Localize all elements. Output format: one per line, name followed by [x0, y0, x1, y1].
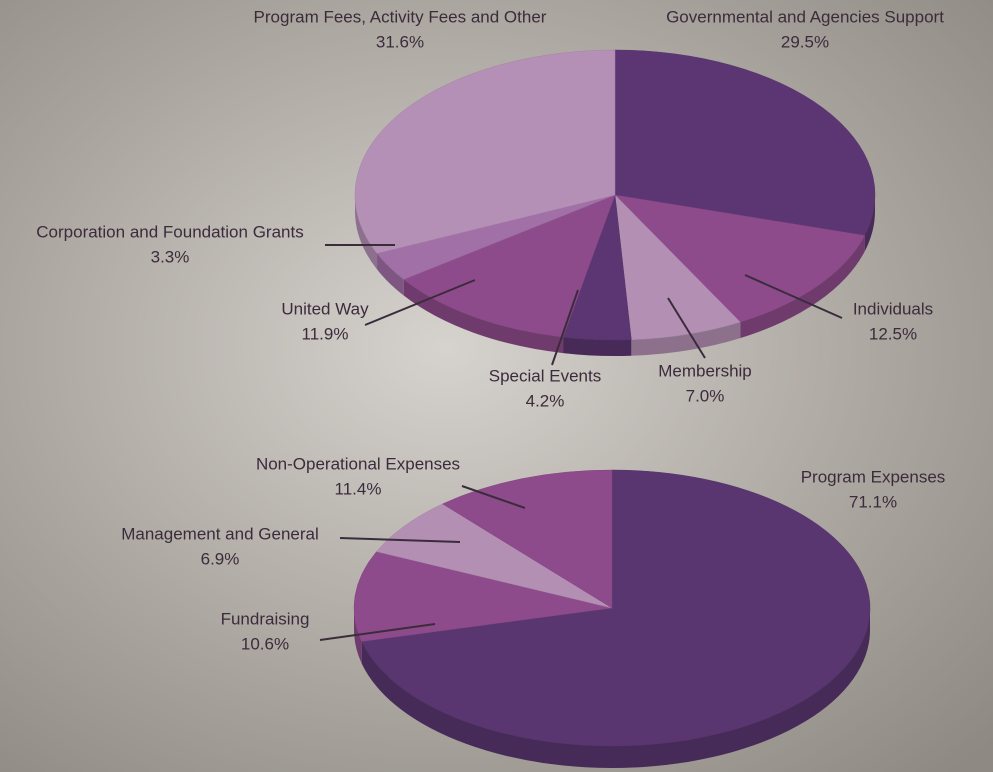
- pie-side: [377, 253, 404, 296]
- pie-slice: [353, 551, 613, 642]
- pie-side: [864, 195, 875, 252]
- pies: Governmental and Agencies Support 29.5% In…: [36, 7, 946, 769]
- pie-side: [361, 608, 870, 769]
- slice-value: 10.6%: [241, 634, 289, 653]
- slice-label: Corporation and Foundation Grants: [36, 222, 303, 241]
- slice-label: Non-Operational Expenses: [256, 454, 460, 473]
- slice-label: Governmental and Agencies Support: [666, 7, 944, 26]
- slice-label: Management and General: [121, 524, 319, 543]
- pie-slice: [376, 503, 613, 609]
- slice-value: 71.1%: [849, 492, 897, 511]
- slice-value: 4.2%: [526, 391, 565, 410]
- slice-value: 3.3%: [151, 247, 190, 266]
- pie-side: [403, 279, 564, 354]
- pie-slice: [361, 469, 871, 747]
- pie-slice: [354, 49, 616, 254]
- pie-side: [355, 195, 378, 270]
- leader-line: [667, 297, 706, 359]
- slice-label: Individuals: [853, 299, 933, 318]
- slice-label: Special Events: [489, 366, 601, 385]
- leader-line: [744, 274, 843, 319]
- pie-slice: [403, 194, 616, 338]
- pie-slice: [442, 469, 613, 609]
- slice-value: 7.0%: [686, 386, 725, 405]
- pie-slice: [614, 194, 866, 323]
- slice-value: 29.5%: [781, 32, 829, 51]
- slice-value: 11.4%: [335, 479, 382, 498]
- slice-label: Membership: [658, 361, 752, 380]
- pie-side: [563, 337, 632, 356]
- leader-line: [319, 623, 436, 641]
- leader-line: [364, 279, 476, 326]
- slice-label: United Way: [281, 299, 369, 318]
- pie-slice: [614, 194, 741, 340]
- slice-value: 31.6%: [376, 32, 424, 51]
- pie-side: [740, 235, 865, 339]
- slice-label: Fundraising: [221, 609, 310, 628]
- leader-line: [339, 537, 461, 543]
- pie-slice: [614, 49, 876, 236]
- leader-line: [551, 289, 579, 366]
- slice-label: Program Fees, Activity Fees and Other: [254, 7, 547, 26]
- pie-side: [631, 322, 741, 356]
- slice-value: 6.9%: [201, 549, 240, 568]
- leader-line: [461, 485, 526, 509]
- slice-label: Program Expenses: [801, 467, 946, 486]
- slice-value: 12.5%: [869, 324, 917, 343]
- slice-value: 11.9%: [302, 324, 349, 343]
